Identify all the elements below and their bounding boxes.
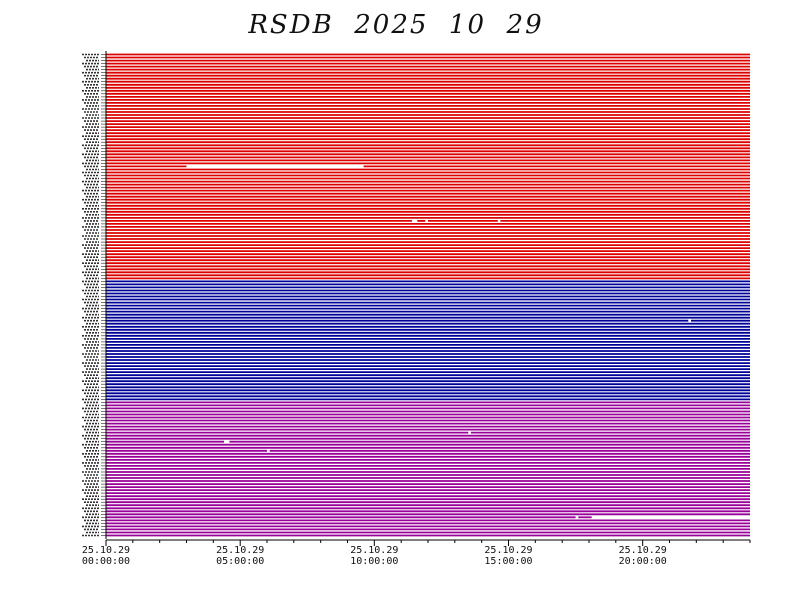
x-tick-time: 15:00:00 — [484, 556, 532, 567]
y-axis — [82, 51, 107, 539]
x-tick-time: 10:00:00 — [350, 556, 398, 567]
x-tick-time: 20:00:00 — [619, 556, 667, 567]
x-tick-date: 25.10.29 — [350, 545, 398, 556]
x-tick-labels: 25.10.2900:00:0025.10.2905:00:0025.10.29… — [82, 545, 667, 567]
chart-title: RSDB 2025 10 29 — [248, 10, 544, 40]
x-tick-date: 25.10.29 — [82, 545, 130, 556]
x-tick-date: 25.10.29 — [216, 545, 264, 556]
x-tick-time: 05:00:00 — [216, 556, 264, 567]
x-tick-date: 25.10.29 — [484, 545, 532, 556]
x-axis — [105, 539, 751, 546]
x-tick-date: 25.10.29 — [619, 545, 667, 556]
data-traces — [106, 53, 750, 537]
x-tick-time: 00:00:00 — [82, 556, 130, 567]
